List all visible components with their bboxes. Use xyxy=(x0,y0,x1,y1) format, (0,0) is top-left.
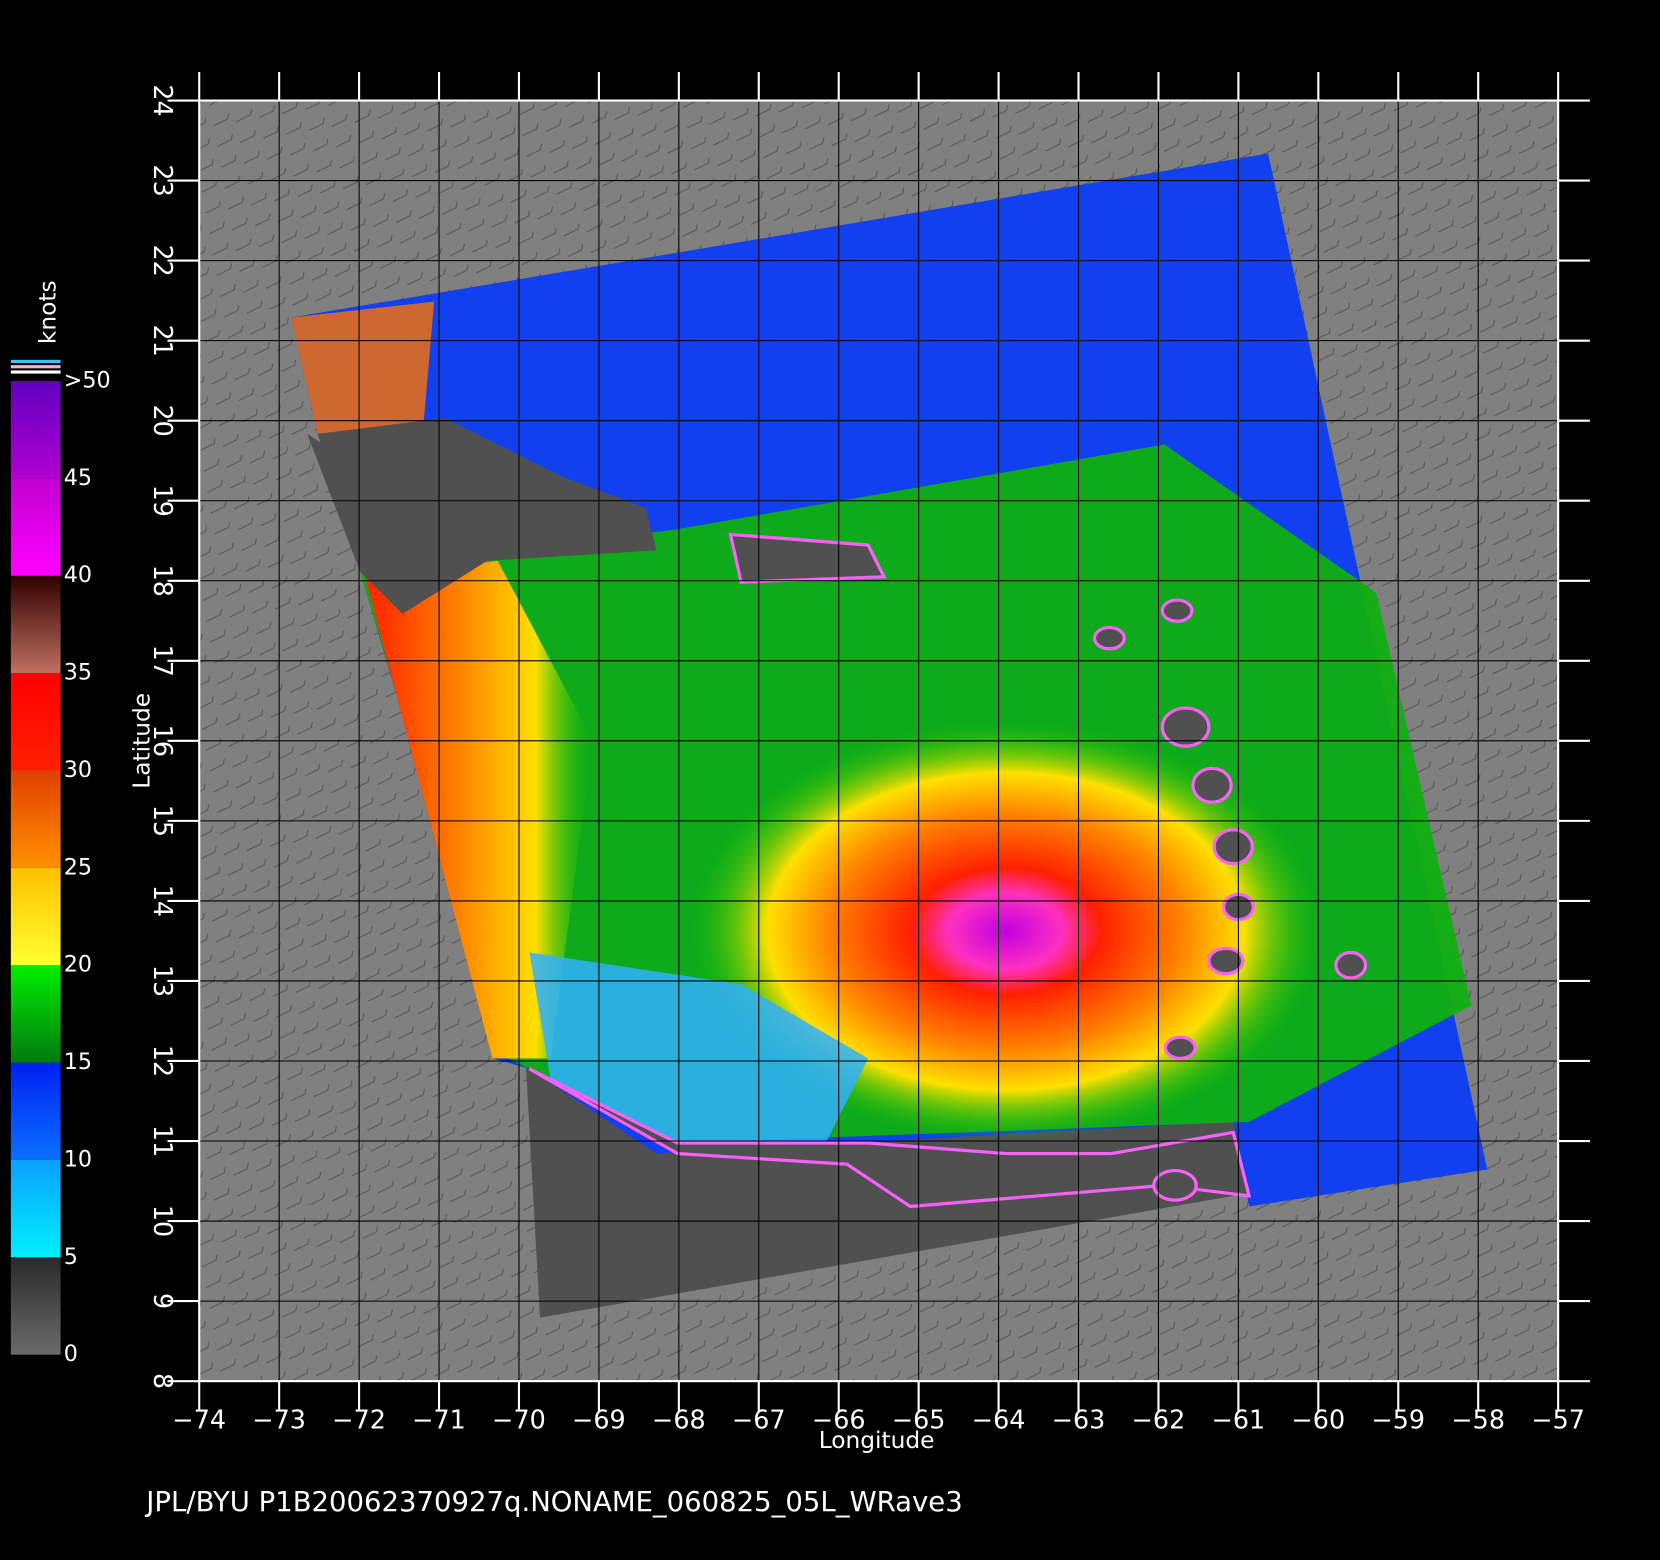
x-tick-label: −74 xyxy=(172,1404,226,1434)
x-tick-label: −67 xyxy=(732,1404,786,1434)
swath-band xyxy=(365,560,593,1059)
colorbar-tick-label: 20 xyxy=(64,952,92,978)
x-tick-label: −70 xyxy=(492,1404,546,1434)
land-puerto-rico xyxy=(728,532,887,584)
y-tick-label: 17 xyxy=(148,645,178,677)
colorbar-segment xyxy=(10,867,61,966)
colorbar-segment xyxy=(10,1062,61,1160)
x-tick-label: −60 xyxy=(1292,1404,1346,1434)
colorbar-tick-label: 5 xyxy=(64,1244,78,1270)
calm-region xyxy=(529,952,869,1149)
colorbar-segment xyxy=(10,478,61,576)
colorbar-segment xyxy=(10,673,61,771)
colorbar-segment xyxy=(10,1257,61,1355)
colorbar-segment xyxy=(10,770,61,868)
x-tick-label: −61 xyxy=(1212,1404,1266,1434)
x-tick-label: −57 xyxy=(1531,1404,1585,1434)
y-tick-label: 13 xyxy=(148,965,178,997)
x-tick-label: −65 xyxy=(892,1404,946,1434)
x-tick-label: −69 xyxy=(572,1404,626,1434)
land-hispaniola xyxy=(317,418,657,614)
colorbar-tick-label: >50 xyxy=(64,368,111,394)
colorbar-tick-label: 10 xyxy=(64,1146,92,1172)
y-tick-label: 11 xyxy=(148,1125,178,1157)
y-tick-label: 16 xyxy=(148,725,178,757)
colorbar-segment xyxy=(10,965,61,1063)
y-tick-label: 20 xyxy=(148,405,178,437)
x-tick-label: −58 xyxy=(1451,1404,1505,1434)
y-tick-label: 8 xyxy=(148,1373,178,1389)
colorbar-cap xyxy=(10,359,61,364)
colorbar-tick-label: 15 xyxy=(64,1049,92,1075)
y-tick-label: 22 xyxy=(148,244,178,276)
land-south-america xyxy=(528,1067,1252,1209)
plot-frame xyxy=(198,99,1560,1383)
colorbar-tick-label: 0 xyxy=(64,1341,78,1367)
colorbar-tick-label: 30 xyxy=(64,757,92,783)
y-tick-label: 15 xyxy=(148,805,178,837)
y-tick-label: 9 xyxy=(148,1293,178,1309)
colorbar-segment xyxy=(10,1159,61,1258)
x-tick-label: −63 xyxy=(1052,1404,1106,1434)
storm-core xyxy=(688,719,1324,1144)
colorbar-cap xyxy=(10,365,61,369)
y-tick-label: 10 xyxy=(148,1205,178,1237)
y-tick-label: 19 xyxy=(148,485,178,517)
x-tick-label: −68 xyxy=(652,1404,706,1434)
y-tick-label: 24 xyxy=(148,84,178,116)
colorbar-cap xyxy=(10,370,61,374)
colorbar-tick-label: 45 xyxy=(64,465,92,491)
colorbar: 0 5 10 15 20 25 30 35 40 45 >50 xyxy=(10,368,111,1367)
y-tick-label: 21 xyxy=(148,324,178,356)
colorbar-label: knots xyxy=(34,280,61,344)
y-tick-label: 18 xyxy=(148,565,178,597)
x-axis-label: Longitude xyxy=(819,1427,935,1454)
colorbar-tick-label: 25 xyxy=(64,854,92,880)
x-tick-label: −72 xyxy=(332,1404,386,1434)
footer: JPL/BYU P1B20062370927q.NONAME_060825_05… xyxy=(144,1486,962,1518)
y-tick-label: 12 xyxy=(148,1045,178,1077)
x-tick-label: −71 xyxy=(412,1404,466,1434)
x-tick-label: −66 xyxy=(812,1404,866,1434)
x-tick-label: −73 xyxy=(252,1404,306,1434)
y-tick-label: 23 xyxy=(148,164,178,196)
colorbar-segment xyxy=(10,575,61,674)
x-tick-label: −64 xyxy=(972,1404,1026,1434)
y-axis-label: Latitude xyxy=(129,693,156,789)
swath-corner xyxy=(291,301,435,434)
y-tick-label: 14 xyxy=(148,885,178,917)
x-tick-label: −62 xyxy=(1132,1404,1186,1434)
x-tick-label: −59 xyxy=(1371,1404,1425,1434)
colorbar-tick-label: 40 xyxy=(64,562,92,588)
colorbar-segment xyxy=(10,381,61,479)
colorbar-tick-label: 35 xyxy=(64,660,92,686)
